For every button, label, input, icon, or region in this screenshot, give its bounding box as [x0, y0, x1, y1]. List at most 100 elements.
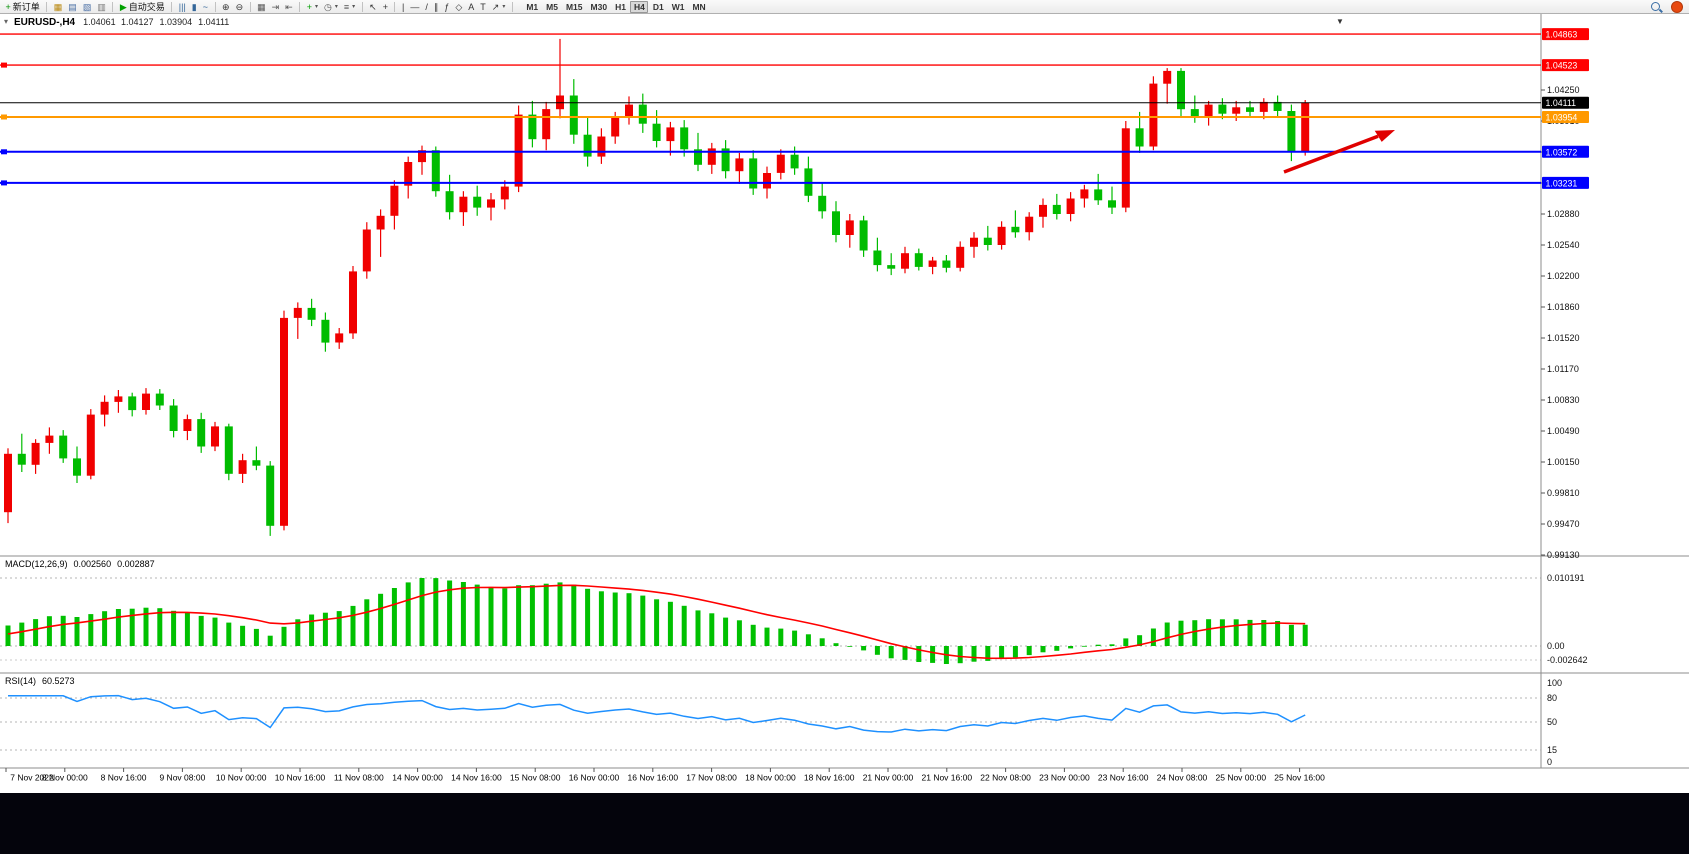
cursor-button[interactable]: ↖ — [367, 1, 380, 13]
bar-chart-button[interactable]: ||| — [176, 1, 188, 13]
time-tick-label: 17 Nov 08:00 — [686, 773, 737, 783]
rsi-label: RSI(14) — [5, 676, 36, 686]
chart-shift-button[interactable]: ⇤ — [283, 1, 296, 13]
candle-body — [707, 148, 716, 165]
auto-trading-button[interactable]: ▶ 自动交易 — [117, 1, 167, 13]
candle-body — [1066, 198, 1075, 214]
crosshair-button[interactable]: + — [380, 1, 390, 13]
indicators-button[interactable]: + ▾ — [304, 1, 320, 13]
data-window-button[interactable]: ▤ — [66, 1, 80, 13]
macd-bar — [336, 611, 342, 646]
price-badge-text: 1.03231 — [1546, 178, 1578, 188]
templates-button[interactable]: ≡ ▾ — [341, 1, 357, 13]
timeframe-m1[interactable]: M1 — [526, 1, 539, 12]
trend-arrow-annotation[interactable] — [1283, 130, 1395, 174]
macd-value-main: 0.002560 — [74, 559, 112, 569]
macd-bar — [612, 592, 618, 646]
bar-chart-icon: ||| — [178, 1, 186, 12]
candle-body — [335, 333, 344, 343]
candle-body — [1039, 204, 1047, 217]
level-marker-1.04523[interactable] — [1, 62, 7, 68]
horizontal-line-icon: — — [410, 1, 420, 12]
macd-bar — [1081, 645, 1087, 647]
chart-shift-marker-icon[interactable]: ▼ — [1336, 17, 1344, 26]
chart-background — [0, 14, 1689, 788]
arrows-button[interactable]: ↗ ▾ — [489, 1, 508, 13]
time-tick-label: 10 Nov 00:00 — [216, 773, 267, 783]
timeframe-d1[interactable]: D1 — [652, 1, 664, 12]
timeframe-h1[interactable]: H1 — [615, 1, 626, 12]
fibonacci-button[interactable]: ƒ — [442, 1, 452, 13]
horizontal-line-button[interactable]: — — [408, 1, 422, 13]
terminal-button[interactable]: ▥ — [95, 1, 109, 13]
macd-bar — [267, 635, 273, 646]
level-marker-1.03954[interactable] — [1, 114, 7, 120]
macd-bar — [861, 646, 867, 651]
macd-bar — [598, 591, 604, 646]
rsi-axis-15: 15 — [1547, 745, 1557, 755]
macd-bar — [143, 607, 149, 646]
timeframe-mn[interactable]: MN — [692, 1, 706, 12]
candle-body — [86, 414, 95, 476]
level-marker-1.03572[interactable] — [1, 149, 7, 155]
price-badge-text: 1.04863 — [1546, 30, 1578, 40]
candle-body — [1025, 216, 1034, 233]
timeframe-h4[interactable]: H4 — [630, 0, 649, 13]
brand-icon[interactable] — [1671, 0, 1683, 13]
navigator-button[interactable]: ▧ — [80, 1, 94, 13]
periods-button[interactable]: ◷ ▾ — [322, 1, 341, 13]
macd-bar — [1219, 619, 1225, 646]
templates-caret-icon: ▾ — [352, 4, 356, 10]
market-watch-button[interactable]: ▦ — [51, 1, 65, 13]
toolbar-separator — [249, 1, 251, 12]
templates-icon: ≡ — [343, 1, 350, 12]
macd-bar — [819, 638, 825, 646]
search-icon[interactable] — [1651, 2, 1660, 11]
navigator-icon: ▧ — [82, 1, 92, 12]
text-button[interactable]: A — [466, 1, 477, 13]
level-marker-1.03231[interactable] — [1, 180, 7, 186]
zoom-out-button[interactable]: ⊖ — [233, 1, 246, 13]
shapes-button[interactable]: ◇ — [453, 1, 465, 13]
channel-button[interactable]: ∥ — [431, 1, 441, 13]
price-tick-label: 1.02880 — [1547, 209, 1580, 219]
macd-bar — [391, 588, 397, 646]
one-click-collapse-icon[interactable]: ▾ — [4, 17, 8, 26]
macd-bar — [488, 586, 494, 646]
timeframe-m30[interactable]: M30 — [590, 1, 608, 12]
timeframe-w1[interactable]: W1 — [671, 1, 685, 12]
candle-body — [17, 453, 26, 465]
macd-header: MACD(12,26,9) 0.002560 0.002887 — [5, 559, 155, 569]
macd-bar — [295, 619, 301, 646]
macd-bar — [502, 588, 508, 646]
ohlc-high: 1.04127 — [121, 17, 154, 27]
candle-body — [114, 396, 123, 402]
trendline-button[interactable]: / — [423, 1, 431, 13]
vertical-line-button[interactable]: | — [399, 1, 406, 13]
periods-icon: ◷ — [324, 1, 332, 12]
arrows-icon: ↗ — [491, 1, 500, 12]
price-tick-label: 1.01170 — [1547, 364, 1579, 374]
candle-body — [4, 453, 12, 513]
candle-body — [487, 199, 495, 208]
new-order-button[interactable]: + 新订单 — [3, 1, 42, 13]
zoom-in-icon: ⊕ — [222, 1, 230, 12]
macd-axis-zero: 0.00 — [1547, 641, 1565, 651]
candlestick-chart-button[interactable]: ▮ — [189, 1, 199, 13]
macd-bar — [447, 580, 453, 646]
candle-body — [721, 148, 730, 172]
macd-bar — [1123, 638, 1129, 646]
auto-scroll-button[interactable]: ⇥ — [269, 1, 282, 13]
candle-body — [763, 173, 771, 189]
macd-bar — [985, 646, 991, 661]
timeframe-m15[interactable]: M15 — [565, 1, 583, 12]
line-chart-button[interactable]: ~ — [200, 1, 210, 13]
zoom-in-button[interactable]: ⊕ — [220, 1, 233, 13]
text-label-button[interactable]: T — [478, 1, 489, 13]
tile-windows-button[interactable]: ▦ — [255, 1, 269, 13]
candle-body — [1094, 189, 1103, 201]
timeframe-m5[interactable]: M5 — [546, 1, 558, 12]
price-badge-1.03954 — [1542, 111, 1589, 123]
toolbar-separator — [361, 1, 363, 12]
